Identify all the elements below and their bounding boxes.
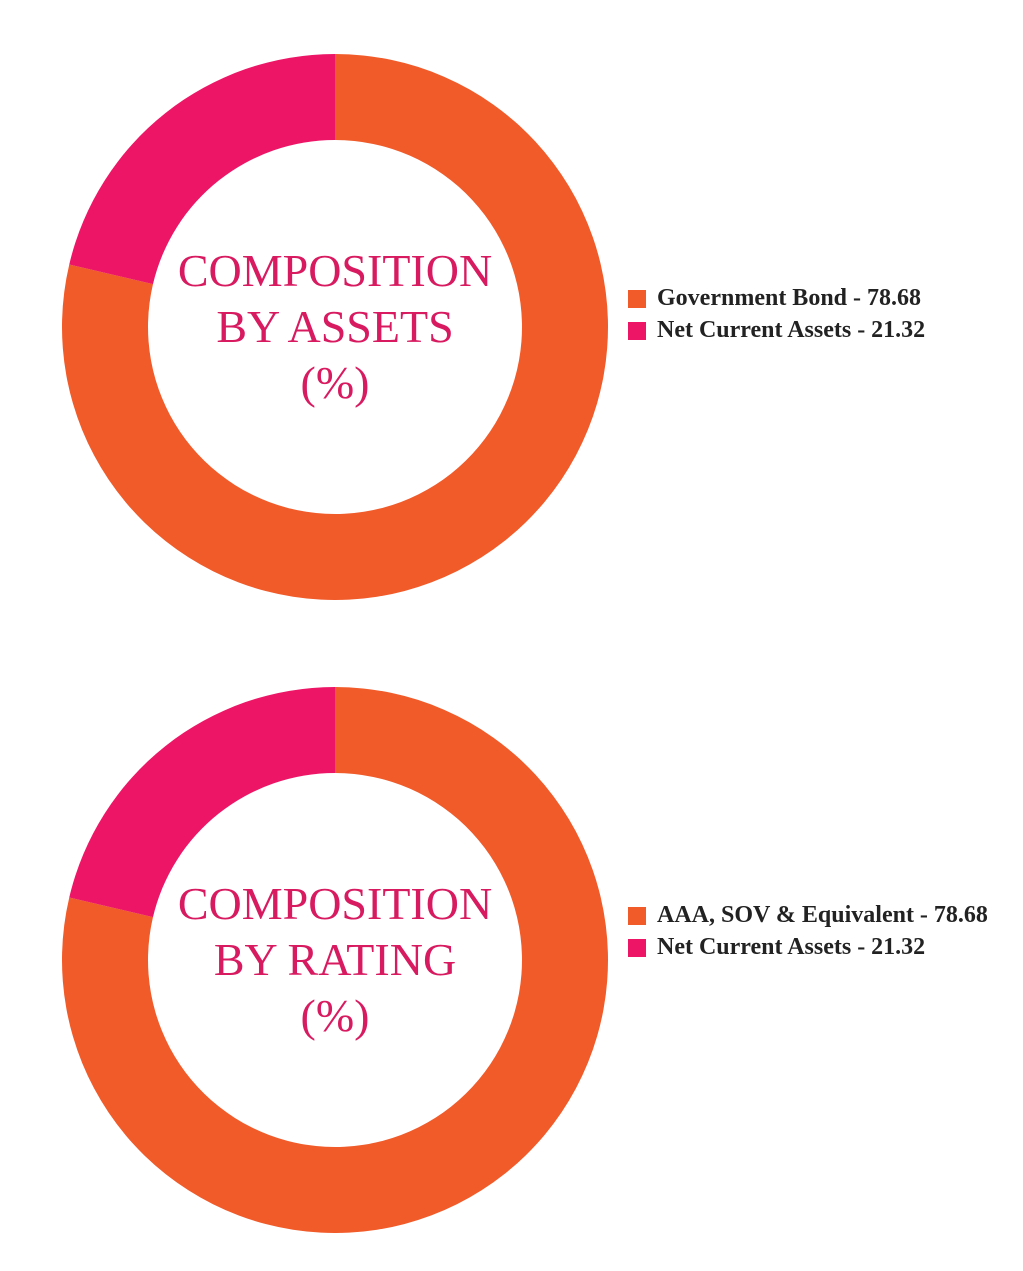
legend-item: Net Current Assets - 21.32 — [628, 931, 988, 963]
title-line: COMPOSITION — [177, 878, 493, 929]
legend-item: Net Current Assets - 21.32 — [628, 314, 988, 346]
center-title: COMPOSITION BY ASSETS (%) — [155, 243, 515, 411]
legend-item: Government Bond - 78.68 — [628, 282, 988, 314]
legend-swatch — [628, 907, 646, 925]
title-line: BY ASSETS — [216, 301, 454, 352]
title-line: COMPOSITION — [177, 245, 493, 296]
donut-slice — [62, 54, 608, 601]
title-line: (%) — [300, 357, 370, 408]
legend-label: AAA, SOV & Equivalent - 78.68 — [657, 902, 988, 928]
title-line: BY RATING — [213, 934, 457, 985]
legend: Government Bond - 78.68 Net Current Asset… — [628, 282, 988, 346]
legend: AAA, SOV & Equivalent - 78.68 Net Current… — [628, 899, 988, 963]
donut-slice — [62, 687, 608, 1233]
donut-slice — [69, 54, 335, 285]
legend-swatch — [628, 290, 646, 308]
legend-label: Net Current Assets - 21.32 — [657, 934, 926, 960]
legend-swatch — [628, 322, 646, 340]
legend-swatch — [628, 939, 646, 957]
title-line: (%) — [300, 990, 370, 1041]
legend-item: AAA, SOV & Equivalent - 78.68 — [628, 899, 988, 931]
legend-label: Net Current Assets - 21.32 — [657, 317, 926, 343]
center-title: COMPOSITION BY RATING (%) — [155, 876, 515, 1044]
donut-slice — [69, 687, 335, 918]
legend-label: Government Bond - 78.68 — [657, 285, 921, 311]
